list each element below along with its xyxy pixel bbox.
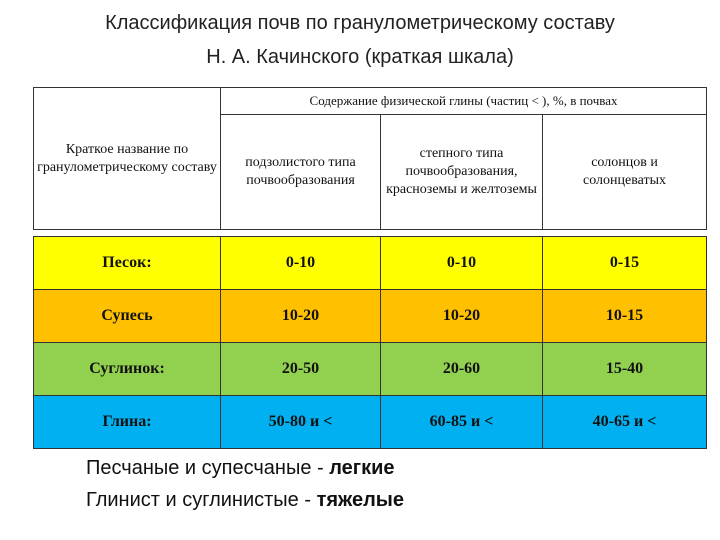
cell-value: 50-80 и < [220,395,381,449]
note-light-text: Песчаные и супесчаные - [86,457,330,479]
cell-value: 10-20 [220,289,381,343]
note-heavy-text: Глинист и суглинистые - [86,489,317,511]
page-title: Классификация почв по гранулометрическом… [105,12,615,34]
row-name: Суглинок: [33,342,221,396]
cell-value: 0-10 [380,236,543,290]
table-row: Супесь 10-20 10-20 10-15 [33,289,708,343]
cell-value: 10-15 [541,289,708,343]
header-steppe: степного типа почвообразования, краснозе… [380,114,543,230]
cell-value: 15-40 [541,342,708,396]
header-clay-content: Содержание физической глины (частиц < ),… [219,87,708,115]
header-name-column: Краткое название по гранулометрическому … [33,87,221,230]
cell-value: 40-65 и < [541,395,708,449]
cell-value: 60-85 и < [380,395,543,449]
cell-value: 0-15 [541,236,708,290]
table-row: Песок: 0-10 0-10 0-15 [33,236,708,290]
note-heavy: Глинист и суглинистые - тяжелые [86,484,404,516]
note-light-bold: легкие [329,457,395,479]
row-name: Песок: [33,236,221,290]
notes: Песчаные и супесчаные - легкие Глинист и… [86,452,404,516]
soil-classification-table: Краткое название по гранулометрическому … [33,87,708,449]
table-row: Суглинок: 20-50 20-60 15-40 [33,342,708,396]
cell-value: 20-50 [220,342,381,396]
cell-value: 10-20 [380,289,543,343]
header-solonetz: солонцов и солонцеватых [541,114,708,230]
row-name: Глина: [33,395,221,449]
cell-value: 20-60 [380,342,543,396]
page-subtitle: Н. А. Качинского (краткая шкала) [206,46,514,68]
table-row: Глина: 50-80 и < 60-85 и < 40-65 и < [33,395,708,449]
row-name: Супесь [33,289,221,343]
header-podzolic: подзолистого типа почвообразования [220,114,381,230]
note-light: Песчаные и супесчаные - легкие [86,452,404,484]
cell-value: 0-10 [220,236,381,290]
note-heavy-bold: тяжелые [316,489,404,511]
